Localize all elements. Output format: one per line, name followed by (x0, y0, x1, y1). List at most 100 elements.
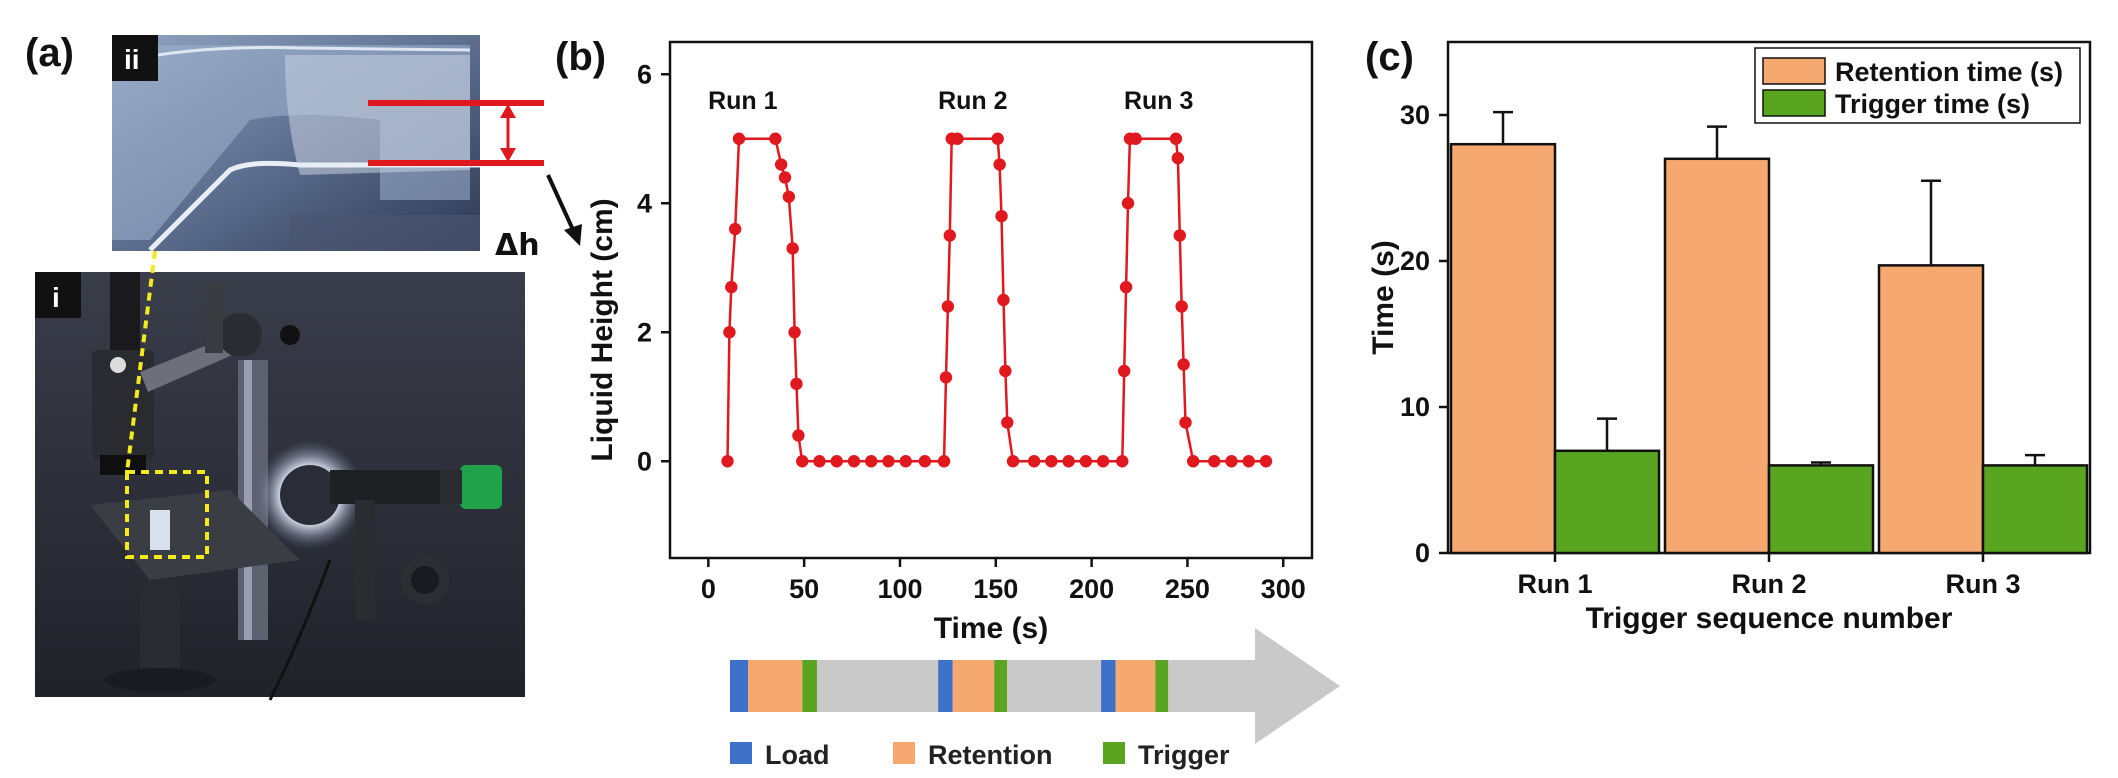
y-tick-label-c: 0 (1415, 538, 1430, 568)
x-tick-label-b: 300 (1261, 574, 1306, 604)
zoom-connector-line (125, 250, 157, 473)
bar-trigger (1981, 464, 2089, 555)
data-point (723, 326, 736, 339)
data-point (943, 229, 956, 242)
x-tick-label-b: 200 (1069, 574, 1114, 604)
data-point (951, 132, 964, 145)
segment-trigger (802, 660, 817, 712)
data-point (769, 132, 782, 145)
legend-label-load: Load (765, 740, 830, 770)
x-tick-label-b: 100 (877, 574, 922, 604)
data-point (939, 371, 953, 384)
run-annotation: Run 2 (938, 87, 1007, 115)
bar-trigger (1553, 449, 1661, 555)
segment-load (730, 660, 749, 712)
data-point (1129, 132, 1142, 145)
data-point (993, 158, 1006, 171)
legend-swatch-trigger-time (1762, 89, 1826, 117)
y-tick-label-b: 4 (637, 188, 652, 218)
data-point (847, 455, 861, 468)
data-point (1179, 416, 1192, 429)
data-point (1045, 455, 1058, 468)
data-point (1175, 300, 1188, 313)
data-point (1096, 455, 1110, 468)
segment-load (1101, 660, 1116, 712)
x-tick-label-b: 50 (789, 574, 819, 604)
plot-frame-b (668, 40, 1314, 560)
x-axis-title-c: Trigger sequence number (1586, 602, 1953, 635)
data-point (1225, 455, 1238, 468)
photo-inset-ii: ii (112, 35, 480, 252)
y-tick-label-b: 0 (637, 446, 652, 476)
y-axis-title-b: Liquid Height (cm) (586, 198, 619, 461)
delta-h-annotation: Δh (368, 100, 582, 263)
sequence-arrow (730, 628, 1340, 744)
data-point (1062, 455, 1075, 468)
data-point (1119, 280, 1133, 294)
data-point (1169, 132, 1183, 145)
data-point (899, 455, 912, 468)
data-point (782, 190, 796, 203)
data-point (721, 455, 734, 468)
legend-swatch-retention (893, 742, 915, 764)
segment-trigger (1155, 660, 1169, 712)
data-point (1242, 455, 1255, 468)
legend-swatch-retention-time (1762, 57, 1826, 85)
bar-retention (1663, 157, 1771, 555)
data-point (995, 209, 1008, 223)
data-point (774, 158, 788, 171)
series-line-liquid-height (726, 137, 1266, 463)
y-axis-title-c: Time (s) (1367, 240, 1400, 354)
legend-swatch-load (730, 742, 752, 764)
data-point (865, 455, 878, 468)
run-annotation: Run 3 (1124, 87, 1193, 115)
data-point (1171, 151, 1185, 165)
panel-label-c: (c) (1365, 35, 1414, 79)
data-point (941, 300, 955, 313)
bar-retention (1877, 264, 1985, 555)
data-point (1117, 364, 1131, 378)
data-point (790, 377, 803, 391)
data-point (830, 455, 843, 468)
data-point (1259, 455, 1273, 468)
data-point (999, 364, 1012, 378)
data-point (1186, 455, 1200, 468)
segment-retention (952, 660, 995, 712)
data-point (1121, 197, 1135, 210)
x-tick-label-c: Run 2 (1731, 569, 1806, 599)
segment-retention (1115, 660, 1156, 712)
delta-h-label: Δh (495, 228, 540, 263)
bar-trigger (1767, 464, 1875, 555)
y-tick-label-c: 30 (1400, 100, 1430, 130)
bar-retention (1449, 142, 1557, 555)
data-point (788, 326, 801, 339)
x-tick-label-c: Run 3 (1945, 569, 2020, 599)
x-tick-label-b: 150 (973, 574, 1018, 604)
y-tick-label-b: 6 (637, 59, 652, 89)
legend-label-retention: Retention (928, 740, 1053, 770)
data-point (918, 455, 932, 468)
data-point (725, 280, 738, 294)
data-point (991, 132, 1004, 145)
segment-load (938, 660, 953, 712)
inset-ii-label: ii (124, 44, 140, 75)
data-point (813, 455, 826, 468)
data-point (1116, 455, 1129, 468)
run-annotation: Run 1 (708, 87, 778, 115)
chart-b-liquid-height: 0 50 100 150 200 250 300 0 2 4 6 Time (s) Liquid Hei… (586, 40, 1314, 645)
data-point (1177, 358, 1190, 371)
photo-main-i: i (35, 272, 525, 701)
x-tick-label-b: 250 (1165, 574, 1210, 604)
legend-swatch-trigger (1103, 742, 1125, 764)
data-point (778, 171, 792, 184)
y-tick-label-b: 2 (637, 317, 652, 347)
x-tick-label-b: 0 (701, 574, 716, 604)
legend-label-trigger-time: Trigger time (s) (1835, 89, 2030, 119)
data-point (732, 132, 746, 145)
data-point (997, 293, 1010, 307)
data-point (882, 455, 895, 468)
data-point (786, 242, 799, 255)
data-point (1006, 455, 1020, 468)
